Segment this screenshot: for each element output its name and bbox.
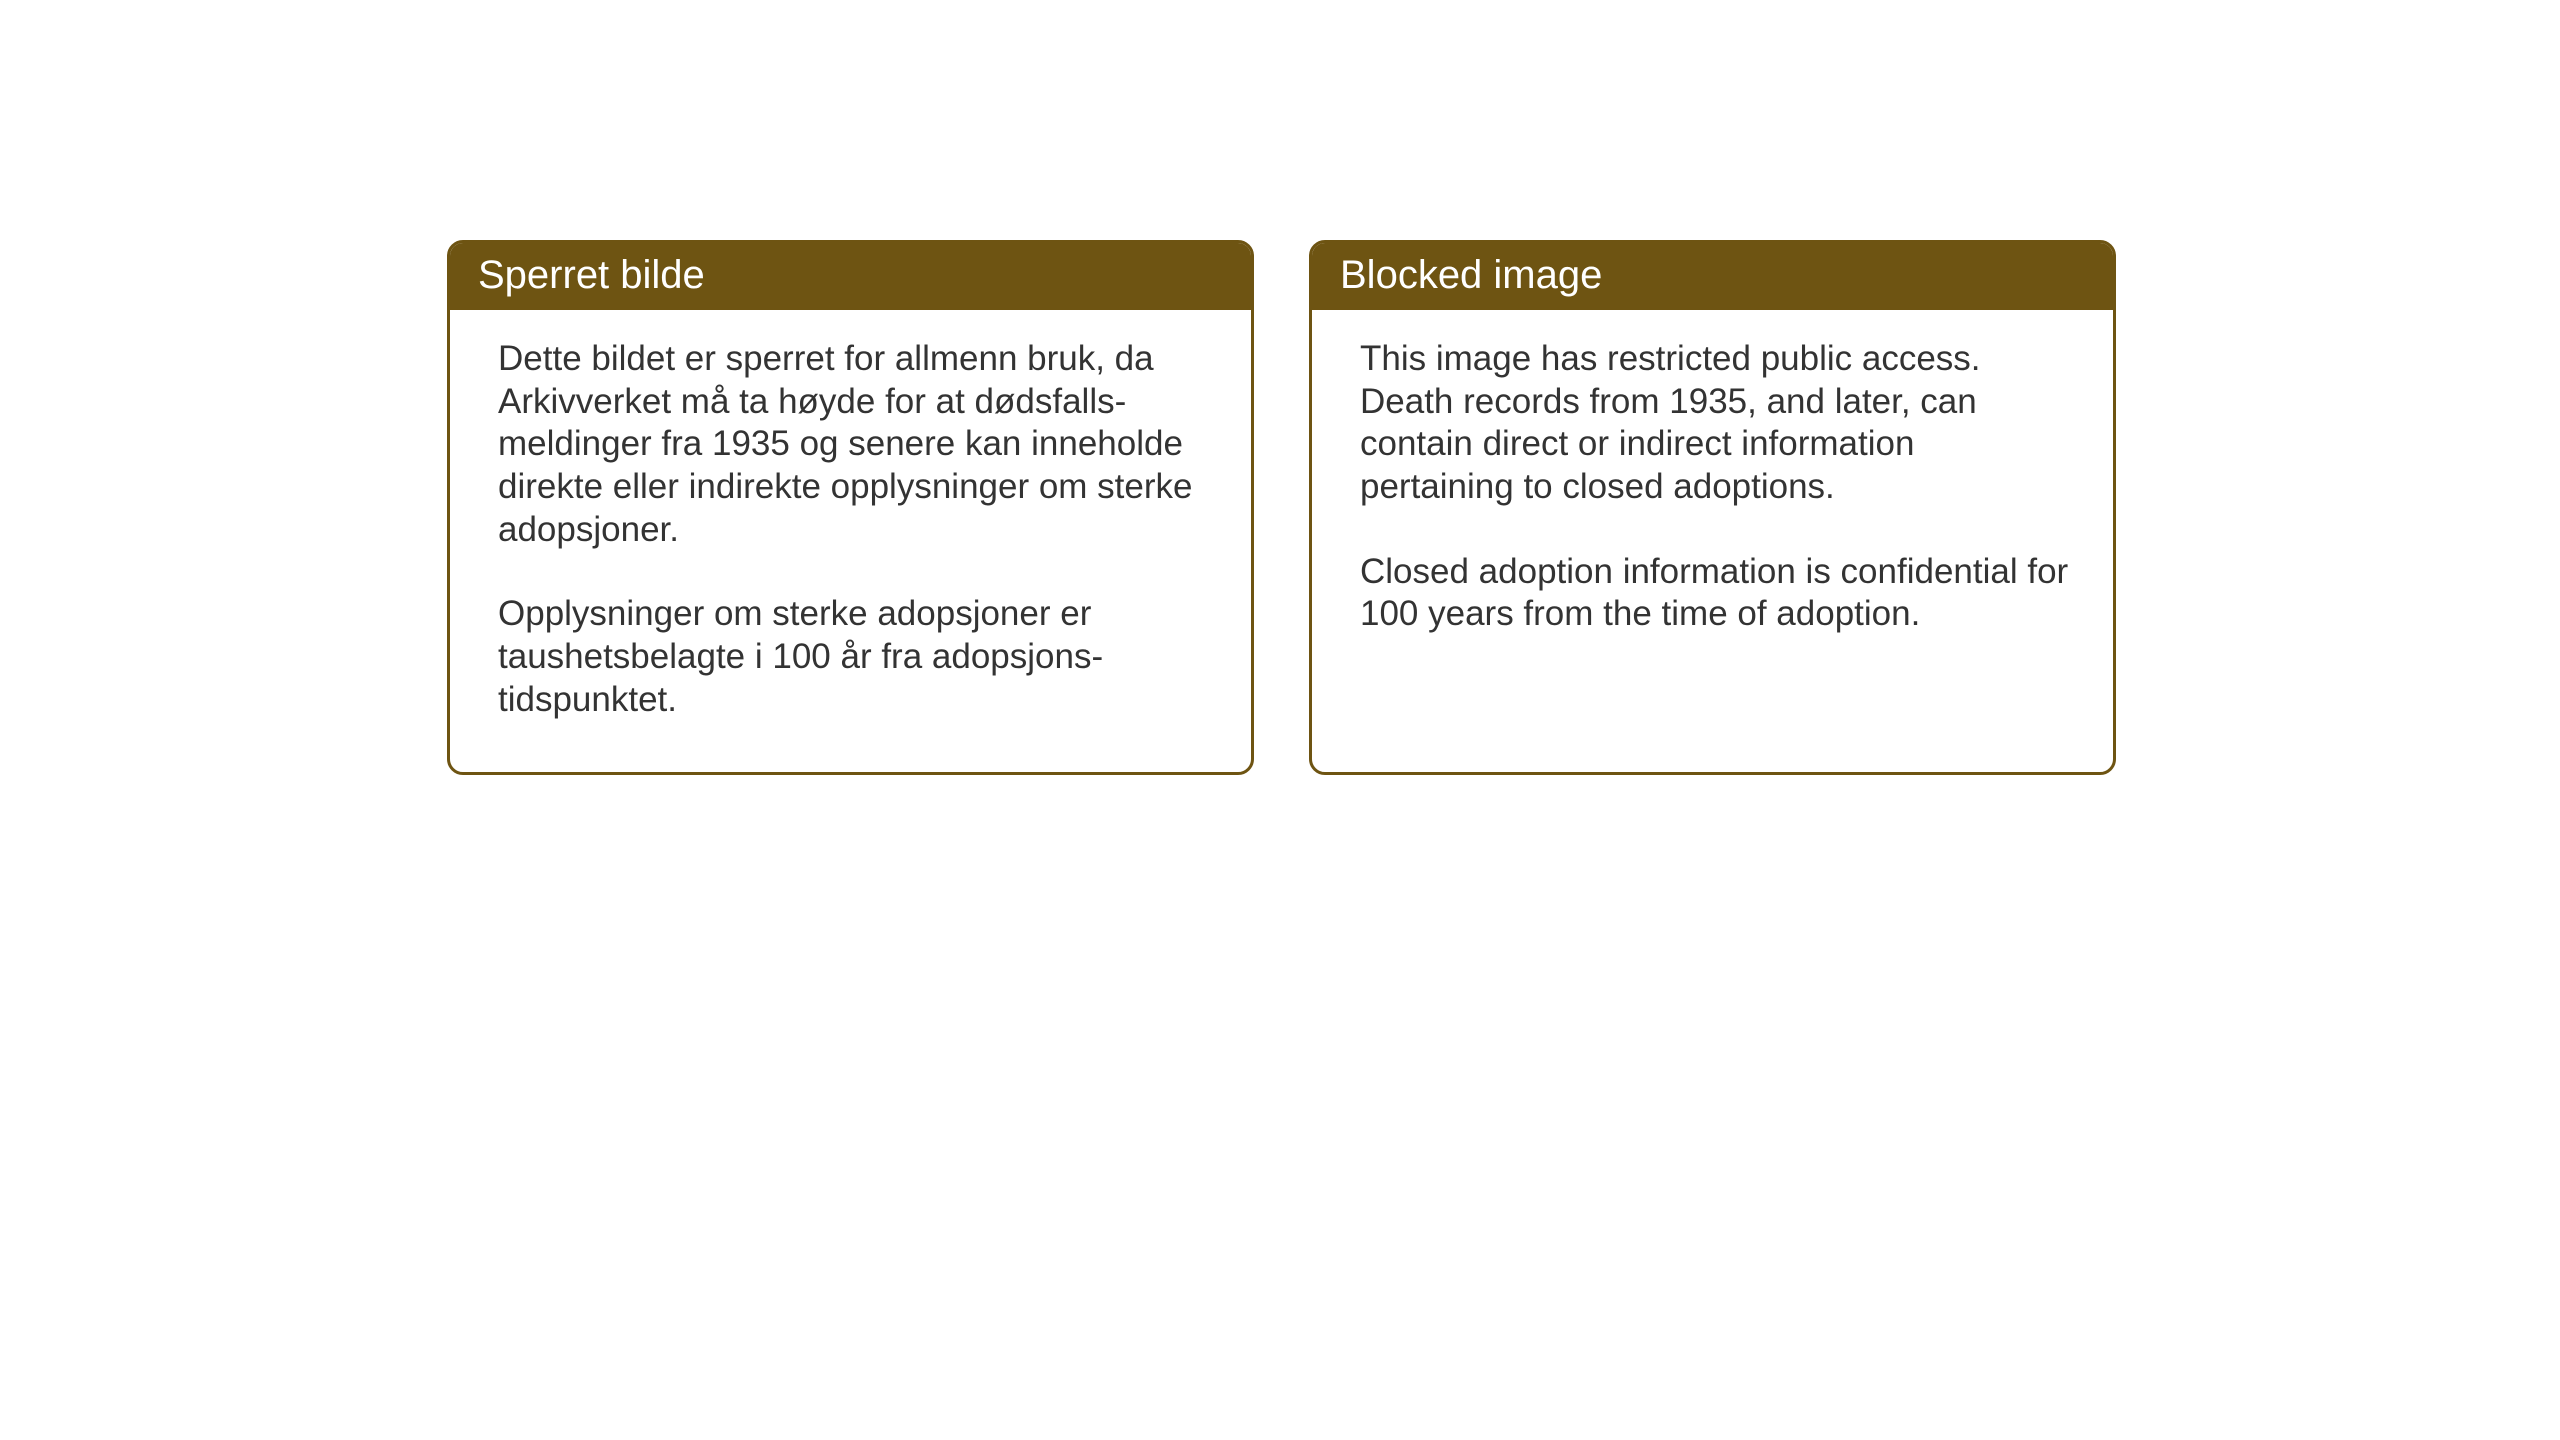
card-body-english: This image has restricted public access.…: [1312, 310, 2113, 686]
card-paragraph-2-norwegian: Opplysninger om sterke adopsjoner er tau…: [498, 593, 1211, 721]
card-title-english: Blocked image: [1340, 253, 2085, 298]
card-header-norwegian: Sperret bilde: [450, 243, 1251, 310]
card-body-norwegian: Dette bildet er sperret for allmenn bruk…: [450, 310, 1251, 772]
card-title-norwegian: Sperret bilde: [478, 253, 1223, 298]
card-norwegian: Sperret bilde Dette bildet er sperret fo…: [447, 240, 1254, 775]
card-english: Blocked image This image has restricted …: [1309, 240, 2116, 775]
card-header-english: Blocked image: [1312, 243, 2113, 310]
card-paragraph-1-english: This image has restricted public access.…: [1360, 338, 2073, 509]
card-paragraph-1-norwegian: Dette bildet er sperret for allmenn bruk…: [498, 338, 1211, 551]
card-paragraph-2-english: Closed adoption information is confident…: [1360, 551, 2073, 636]
cards-container: Sperret bilde Dette bildet er sperret fo…: [447, 240, 2116, 775]
